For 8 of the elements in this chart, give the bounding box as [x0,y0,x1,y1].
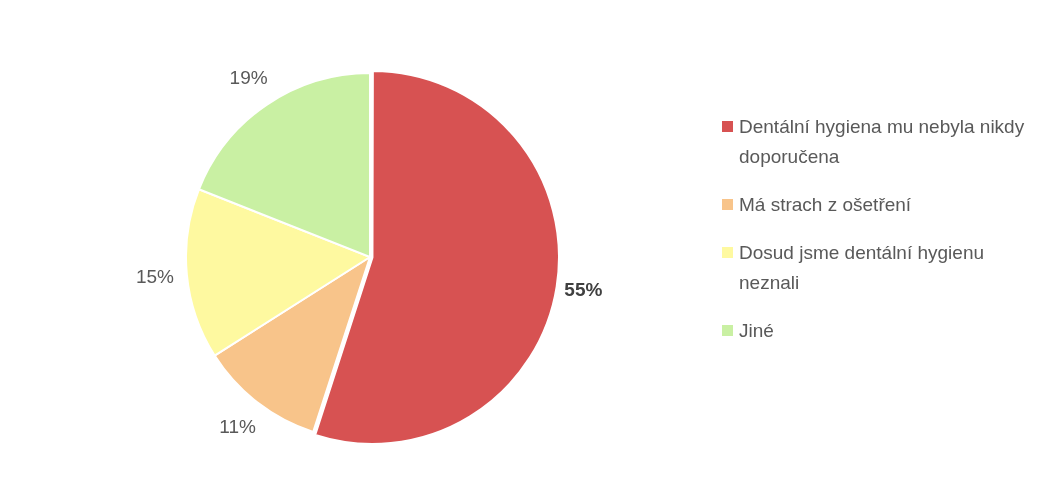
legend-label: Jiné [739,319,774,343]
legend-label: Dentální hygiena mu nebyla nikdy doporučena [739,115,1026,169]
data-label: 15% [135,265,175,287]
data-label: 55% [564,279,603,301]
data-label: 11% [219,415,257,437]
data-label: 19% [229,66,268,88]
legend-label: Dosud jsme dentální hygienu neznali [739,241,986,295]
legend-label: Má strach z ošetření [739,193,912,217]
